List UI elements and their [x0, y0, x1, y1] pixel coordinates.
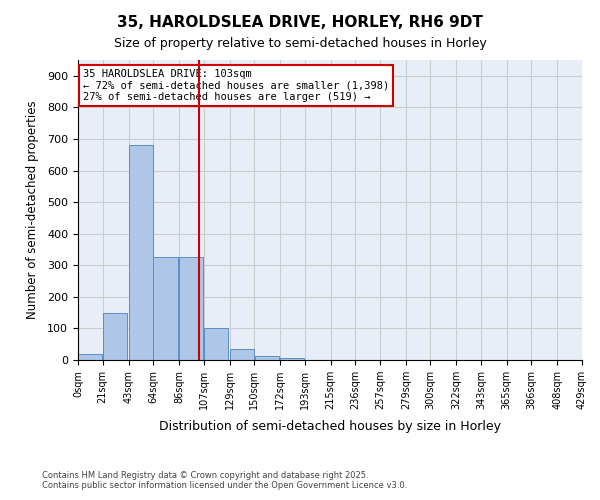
X-axis label: Distribution of semi-detached houses by size in Horley: Distribution of semi-detached houses by …	[159, 420, 501, 434]
Bar	[230, 349, 254, 360]
Text: Contains HM Land Registry data © Crown copyright and database right 2025.
Contai: Contains HM Land Registry data © Crown c…	[42, 470, 407, 490]
Bar	[129, 146, 153, 360]
Bar	[179, 258, 203, 360]
Bar	[280, 358, 304, 360]
Bar	[204, 328, 228, 360]
Bar	[78, 354, 103, 360]
Bar	[103, 312, 127, 360]
Bar	[154, 258, 178, 360]
Text: 35 HAROLDSLEA DRIVE: 103sqm
← 72% of semi-detached houses are smaller (1,398)
27: 35 HAROLDSLEA DRIVE: 103sqm ← 72% of sem…	[83, 69, 389, 102]
Y-axis label: Number of semi-detached properties: Number of semi-detached properties	[26, 100, 39, 320]
Bar	[254, 356, 278, 360]
Text: 35, HAROLDSLEA DRIVE, HORLEY, RH6 9DT: 35, HAROLDSLEA DRIVE, HORLEY, RH6 9DT	[117, 15, 483, 30]
Text: Size of property relative to semi-detached houses in Horley: Size of property relative to semi-detach…	[113, 38, 487, 51]
